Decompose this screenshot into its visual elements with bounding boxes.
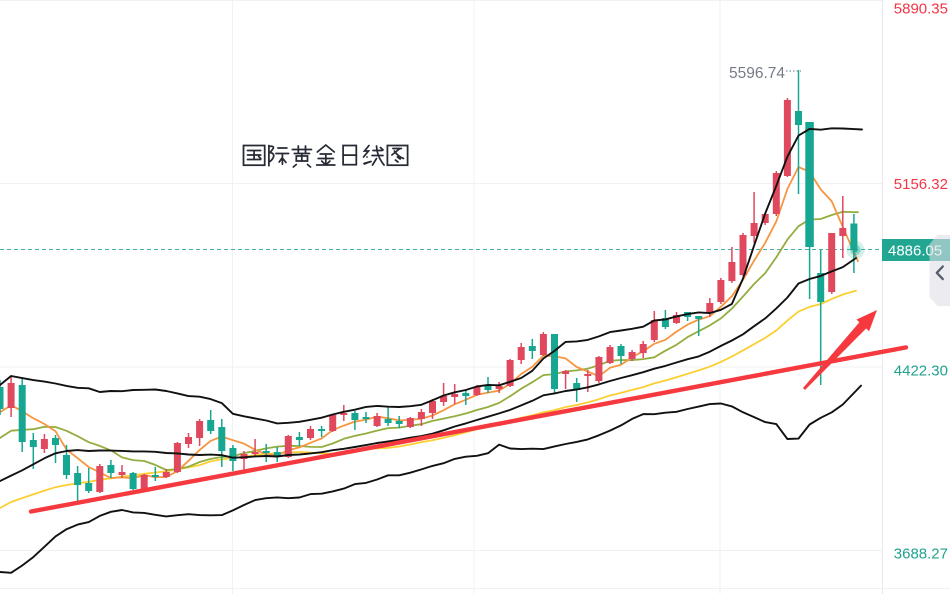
svg-text:4422.30: 4422.30 [894, 363, 948, 380]
svg-text:5596.74: 5596.74 [729, 65, 785, 82]
svg-text:3688.27: 3688.27 [894, 546, 948, 563]
svg-text:4886.05: 4886.05 [888, 243, 942, 260]
svg-text:5156.32: 5156.32 [894, 176, 948, 193]
svg-text:5890.35: 5890.35 [894, 1, 948, 18]
